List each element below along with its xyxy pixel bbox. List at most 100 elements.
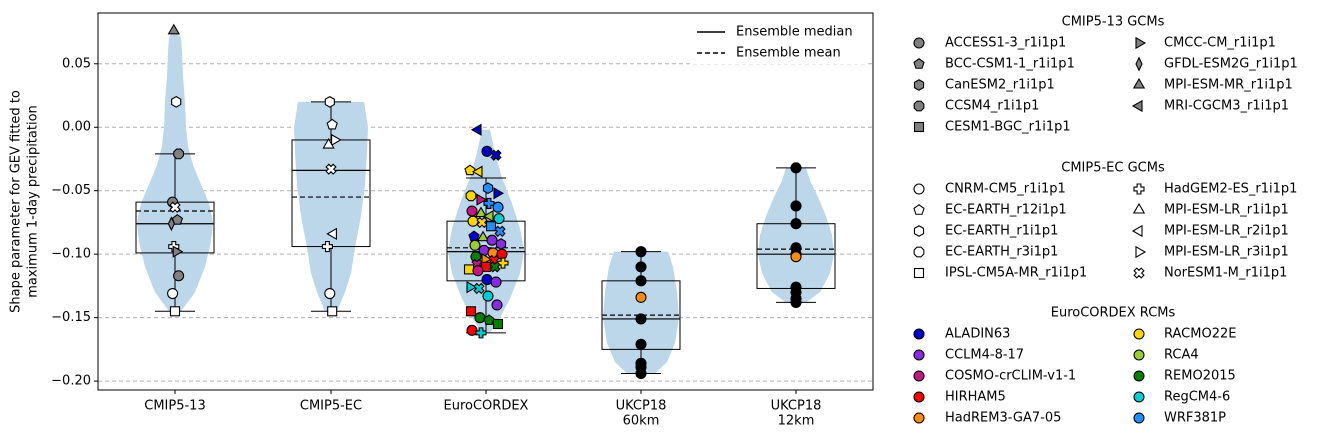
data-point [321, 241, 333, 253]
data-point [322, 137, 335, 149]
legend-group-title: CMIP5-13 GCMs [1062, 15, 1165, 30]
data-point [482, 182, 494, 195]
legend-marker [913, 246, 925, 258]
legend-label: RCA4 [1164, 348, 1199, 363]
legend-marker [913, 37, 925, 49]
legend-label: IPSL-CM5A-MR_r1i1p1 [945, 266, 1087, 281]
legend-label: NorESM1-M_r1i1p1 [1164, 266, 1287, 281]
model-points [167, 23, 802, 380]
data-point [167, 216, 176, 232]
data-point [486, 234, 498, 246]
data-point [790, 200, 802, 212]
legend-marker [913, 79, 925, 91]
legend-label: HadGEM2-ES_r1i1p1 [1164, 182, 1297, 197]
legend-marker [913, 58, 925, 69]
data-point [494, 225, 506, 237]
data-point [169, 201, 181, 213]
data-point [171, 213, 184, 225]
legend-marker [1133, 349, 1145, 361]
x-tick-label: UKCP18 [771, 399, 822, 414]
legend-label: CCLM4-8-17 [945, 348, 1024, 363]
data-point [490, 276, 502, 288]
x-tick-label: 12km [778, 414, 815, 429]
x-tick-label: CMIP5-EC [300, 399, 362, 414]
legend-label: COSMO-crCLIM-v1-1 [945, 369, 1076, 384]
legend-label: HadREM3-GA7-05 [945, 411, 1061, 426]
legend-marker [1135, 36, 1147, 50]
data-point [169, 306, 181, 317]
data-point [476, 193, 488, 206]
legend-label: REMO2015 [1164, 369, 1236, 384]
legend-label: GFDL-ESM2G_r1i1p1 [1164, 57, 1298, 72]
legend-marker [1132, 77, 1146, 89]
data-point [324, 95, 335, 108]
legend-marker [1132, 202, 1146, 214]
legend-label: BCC-CSM1-1_r1i1p1 [945, 57, 1075, 72]
line-legend-label: Ensemble median [736, 25, 853, 40]
legend-label: EC-EARTH_r1i1p1 [945, 224, 1058, 239]
legend-label: EC-EARTH_r12i1p1 [945, 203, 1067, 218]
violin [758, 167, 834, 303]
legend-label: CNRM-CM5_r1i1p1 [945, 182, 1066, 197]
y-tick-label: 0.05 [62, 56, 91, 71]
data-point [790, 251, 802, 263]
data-point [470, 123, 482, 136]
data-point [466, 281, 478, 294]
data-point [476, 216, 488, 229]
data-point [167, 23, 180, 35]
data-point [474, 206, 488, 218]
line-legend: Ensemble median Ensemble mean [690, 18, 868, 64]
data-point [635, 261, 647, 273]
data-point [173, 148, 185, 160]
data-point [482, 290, 494, 302]
legend-marker [913, 412, 925, 424]
legend-marker [1133, 267, 1145, 279]
data-point [173, 270, 185, 282]
data-point [469, 239, 481, 251]
legend-marker [1135, 245, 1147, 259]
data-point [493, 187, 505, 200]
axes: 0.05 0.00 −0.05 −0.10 −0.15 −0.20 CMIP5-13 CMIP… [9, 12, 874, 429]
legend-marker [913, 370, 925, 382]
data-point [495, 238, 507, 250]
legend-label: MRI-CGCM3_r1i1p1 [1164, 99, 1289, 114]
data-point [474, 312, 486, 324]
data-point [167, 287, 179, 300]
legend-marker [1133, 328, 1145, 340]
legend-marker [1133, 370, 1145, 382]
data-point [491, 299, 503, 311]
y-axis-label: maximum 1-day precipitation [26, 105, 41, 298]
data-point [490, 149, 502, 161]
data-point [635, 246, 647, 258]
legend-marker [1135, 56, 1143, 72]
data-point [325, 163, 337, 175]
marker-legend: CMIP5-13 GCMs ACCESS1-3_r1i1p1 BCC-CSM1-1_… [913, 15, 1298, 426]
data-point [465, 190, 477, 202]
y-tick-label: −0.15 [51, 310, 91, 325]
data-point [464, 164, 476, 176]
data-point [331, 133, 342, 147]
data-point [324, 287, 336, 300]
data-point [492, 201, 504, 213]
data-point [466, 205, 478, 217]
data-point [497, 257, 509, 269]
legend-marker [1133, 412, 1145, 424]
data-point [489, 261, 501, 273]
legend-label: ALADIN63 [945, 327, 1010, 342]
line-legend-bg [690, 18, 868, 64]
data-point [327, 306, 338, 317]
legend-label: CESM1-BGC_r1i1p1 [945, 120, 1071, 135]
line-legend-label: Ensemble mean [736, 46, 841, 61]
data-point [485, 221, 497, 232]
data-point [483, 314, 495, 325]
violin [603, 251, 679, 374]
data-point [471, 165, 483, 178]
data-point [481, 274, 493, 286]
y-tick-label: −0.10 [51, 247, 91, 262]
legend-marker [913, 225, 925, 237]
data-point [635, 275, 647, 287]
data-point [790, 162, 802, 174]
data-point [171, 95, 182, 108]
data-point [790, 218, 802, 230]
